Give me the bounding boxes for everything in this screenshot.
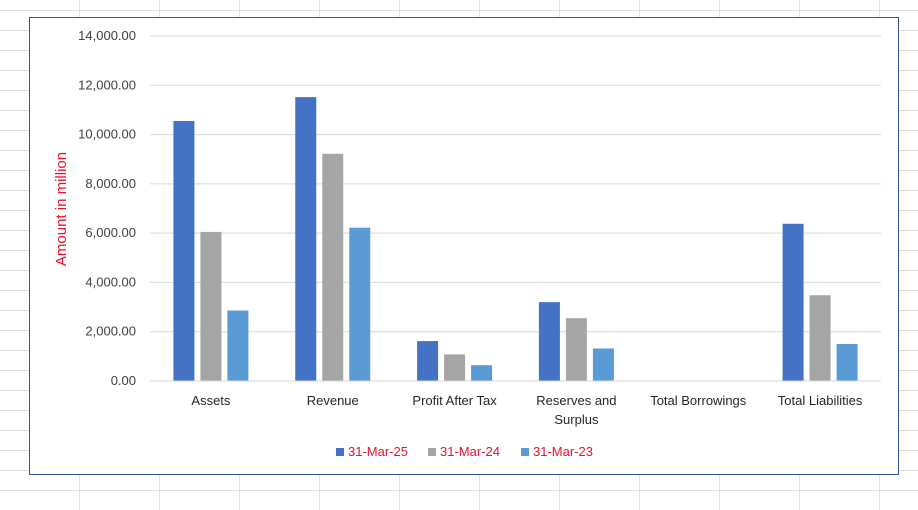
legend-label: 31-Mar-23 [533,444,593,459]
bar [417,341,439,381]
bar [227,310,249,381]
legend-swatch [336,448,344,456]
x-category-label: Assets [191,393,231,408]
y-tick-label: 10,000.00 [78,127,136,142]
legend-label: 31-Mar-25 [348,444,408,459]
bar [200,231,222,381]
bar [349,227,371,381]
legend-swatch [428,448,436,456]
bar [565,318,587,381]
bar [836,344,858,381]
y-tick-label: 2,000.00 [85,324,136,339]
bar [471,365,493,381]
chart-area[interactable]: Amount in million 0.00 2,000.00 4,000.00 6,… [29,17,899,475]
x-category-label: Reserves and [536,393,616,408]
x-category-label: Total Liabilities [778,393,863,408]
legend-label: 31-Mar-24 [440,444,500,459]
y-tick-label: 4,000.00 [85,274,136,289]
bar [782,223,804,381]
bar [538,302,560,381]
y-tick-label: 14,000.00 [78,28,136,43]
bar [592,348,614,381]
y-tick-label: 8,000.00 [85,176,136,191]
y-tick-label: 6,000.00 [85,225,136,240]
x-category-label: Total Borrowings [650,393,747,408]
y-tick-label: 0.00 [111,373,136,388]
x-category-label: Surplus [554,412,599,427]
y-tick-label: 12,000.00 [78,77,136,92]
bar [295,97,317,381]
x-category-label: Profit After Tax [412,393,497,408]
legend-swatch [521,448,529,456]
bar [444,354,466,381]
x-category-label: Revenue [307,393,359,408]
bar [322,153,344,381]
bar [809,295,831,381]
bar-chart: Amount in million 0.00 2,000.00 4,000.00 6,… [53,28,881,459]
y-axis-title: Amount in million [53,152,70,266]
bar [173,121,195,382]
